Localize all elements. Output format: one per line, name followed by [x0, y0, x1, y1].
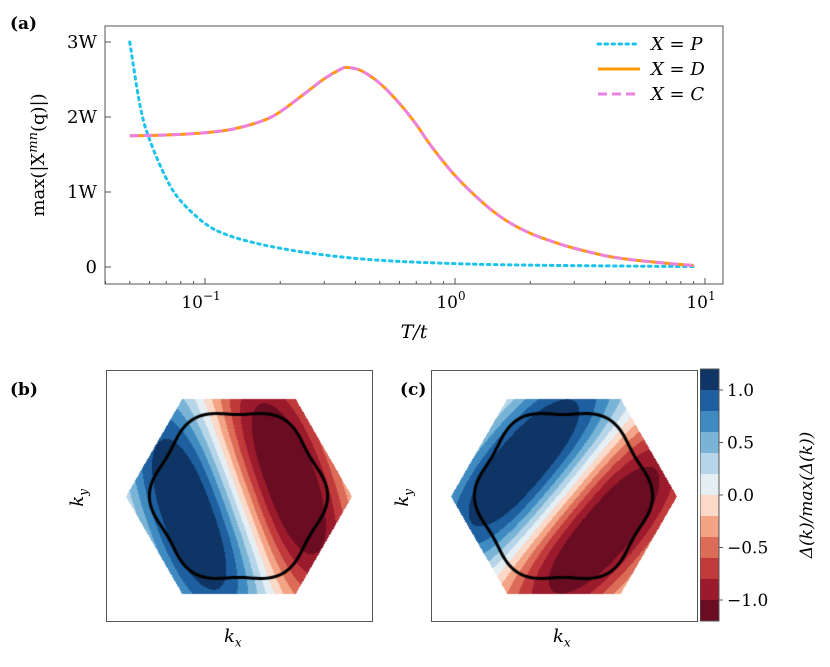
ky-label-c-main: k — [392, 495, 414, 507]
series-group-a — [128, 40, 696, 269]
colorbar-cell — [700, 558, 719, 580]
ky-label-c-sub: y — [401, 488, 416, 496]
x-tick-exp: 1 — [708, 289, 716, 303]
ky-label-c: ky — [392, 489, 416, 507]
legend-label: X = D — [649, 59, 705, 80]
legend-rhs: D — [689, 59, 705, 80]
ky-label-b: ky — [67, 489, 91, 507]
series-line-xd — [129, 65, 694, 267]
heatmap-b — [107, 371, 372, 621]
y-tick-label: 0 — [86, 257, 97, 278]
colorbar-label: Δ(k)/max(Δ(k)) — [797, 432, 817, 560]
colorbar-cell — [700, 495, 719, 517]
legend-eq: = — [664, 84, 691, 105]
colorbar-cell — [700, 579, 719, 601]
colorbar-tick-label: 0.0 — [727, 486, 754, 506]
colorbar-tick-label: 1.0 — [727, 381, 754, 401]
colorbar-cell — [700, 474, 719, 496]
legend-rhs: C — [690, 84, 704, 105]
heatmap-c — [432, 371, 697, 621]
kx-label-c-main: k — [553, 626, 564, 647]
ylabel-a: max(|Xmn(q)|) — [26, 93, 49, 216]
colorbar-cells — [700, 369, 719, 622]
x-tick-exp: −1 — [203, 289, 221, 303]
y-tick-label: 3W — [67, 32, 97, 53]
series-line-xc — [129, 65, 694, 267]
x-tick-label: 10−1 — [181, 289, 220, 313]
panel-label-b: (b) — [10, 380, 38, 400]
legend-eq: = — [664, 34, 691, 55]
ky-label-b-main: k — [67, 495, 89, 507]
plot-frame-a — [104, 25, 724, 285]
colorbar-cell — [700, 390, 719, 412]
heatmap-c-frame — [431, 370, 698, 622]
ky-label-b-sub: y — [76, 488, 91, 496]
y-tick-label: 2W — [67, 107, 97, 128]
kx-label-b: kx — [224, 626, 242, 650]
colorbar-tick-label: 0.5 — [727, 434, 754, 454]
colorbar-cell — [700, 369, 719, 391]
legend-label: X = P — [649, 34, 703, 55]
y-tick-label: 1W — [67, 182, 97, 203]
colorbar-ticks: 1.0 0.5 0.0 −0.5 −1.0 — [719, 381, 768, 611]
heatmap-b-frame — [106, 370, 373, 622]
colorbar-tick-label: −1.0 — [727, 591, 768, 611]
x-tick-label: 101 — [686, 289, 715, 313]
legend-lhs: X — [649, 59, 665, 80]
colorbar-cell — [700, 432, 719, 454]
panel-label-a: (a) — [10, 14, 38, 34]
ylabel-a-rest: (q)|) — [28, 93, 49, 132]
colorbar-cell — [700, 537, 719, 559]
colorbar-cell — [700, 600, 719, 622]
kx-label-c: kx — [553, 626, 571, 650]
xlabel-a: T/t — [401, 321, 428, 343]
series-line-xp — [128, 40, 696, 269]
x-tick-label: 100 — [436, 289, 465, 313]
legend-lhs: X — [649, 34, 665, 55]
x-tick-base: 10 — [686, 293, 708, 313]
legend-eq: = — [664, 59, 691, 80]
x-tick-base: 10 — [181, 293, 203, 313]
colorbar-cell — [700, 516, 719, 538]
kx-label-b-main: k — [224, 626, 235, 647]
x-tick-base: 10 — [436, 293, 458, 313]
legend-rhs: P — [689, 34, 703, 55]
kx-label-c-sub: x — [563, 635, 571, 650]
legend-label: X = C — [649, 84, 704, 105]
xlabel-a-rest: /t — [411, 321, 427, 343]
ylabel-a-sup: mn — [26, 132, 41, 153]
colorbar-cell — [700, 411, 719, 433]
colorbar-cell — [700, 453, 719, 475]
xlabel-a-main: T — [401, 321, 415, 343]
x-tick-exp: 0 — [458, 289, 466, 303]
colorbar-tick-label: −0.5 — [727, 539, 768, 559]
kx-label-b-sub: x — [234, 635, 242, 650]
colorbar: 1.0 0.5 0.0 −0.5 −1.0 Δ(k)/max(Δ(k)) — [700, 368, 817, 622]
legend-lhs: X — [649, 84, 665, 105]
ylabel-a-base: max(|X — [28, 153, 49, 217]
panel-label-c: (c) — [400, 380, 427, 400]
legend-a: X = PX = DX = C — [596, 34, 705, 105]
